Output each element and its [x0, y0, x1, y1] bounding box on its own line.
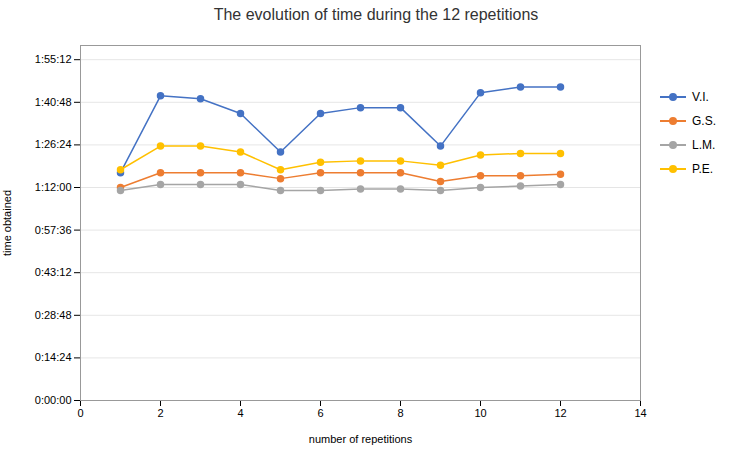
- svg-text:8: 8: [397, 407, 403, 419]
- svg-text:6: 6: [317, 407, 323, 419]
- svg-text:12: 12: [554, 407, 566, 419]
- html-text:P.E.: P.E.: [692, 162, 714, 176]
- svg-text:1:55:12: 1:55:12: [35, 53, 72, 65]
- svg-text:10: 10: [474, 407, 486, 419]
- svg-text:1:12:00: 1:12:00: [35, 181, 72, 193]
- svg-text:0:57:36: 0:57:36: [35, 224, 72, 236]
- svg-text:time obtained: time obtained: [1, 190, 13, 256]
- html-text:The evolution of time during t: The evolution of time during the 12 repe…: [213, 6, 539, 23]
- html-text:G.S.: G.S.: [692, 114, 716, 128]
- svg-text:number of repetitions: number of repetitions: [309, 433, 413, 445]
- html-text:V.I.: V.I.: [692, 90, 709, 104]
- html-text:L.M.: L.M.: [692, 138, 716, 152]
- svg-text:4: 4: [237, 407, 243, 419]
- svg-text:14: 14: [634, 407, 646, 419]
- svg-text:0:28:48: 0:28:48: [35, 309, 72, 321]
- svg-text:0:00:00: 0:00:00: [35, 394, 72, 406]
- svg-text:0:43:12: 0:43:12: [35, 266, 72, 278]
- svg-text:1:40:48: 1:40:48: [35, 96, 72, 108]
- svg-text:0: 0: [77, 407, 83, 419]
- svg-text:1:26:24: 1:26:24: [35, 138, 72, 150]
- svg-text:0:14:24: 0:14:24: [35, 351, 72, 363]
- svg-text:2: 2: [157, 407, 163, 419]
